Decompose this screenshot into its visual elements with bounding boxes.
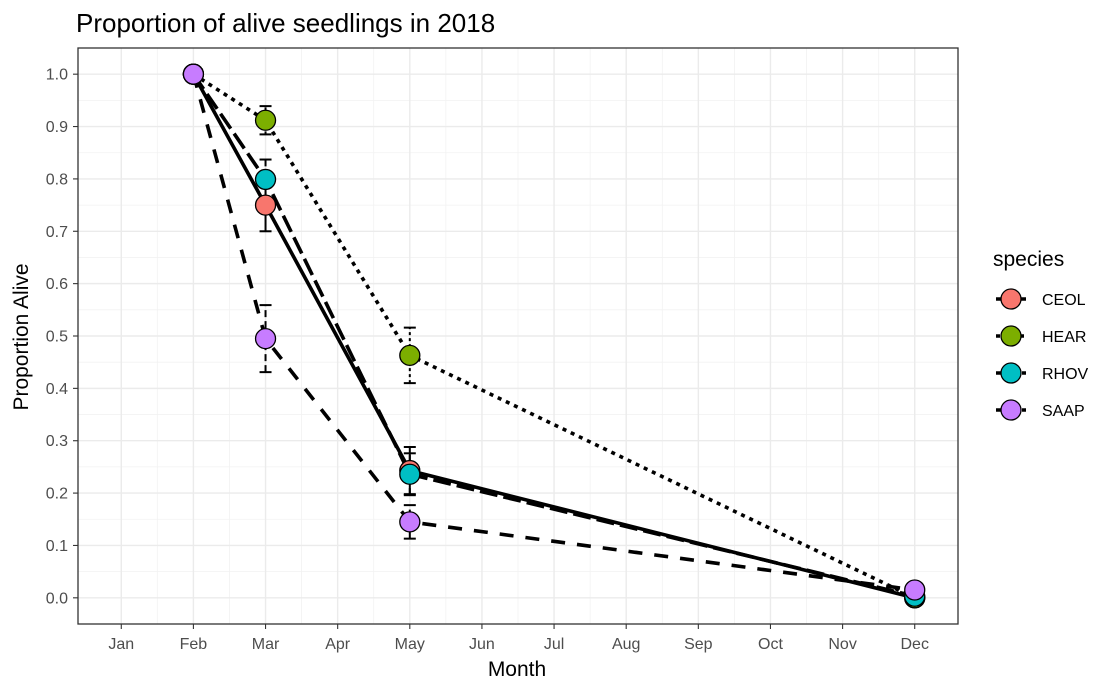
y-tick-label: 0.3 [46,433,68,450]
series-line-rhov [191,73,916,598]
legend-key-point [1000,325,1022,347]
data-points [182,63,926,609]
y-tick-label: 0.2 [46,486,68,503]
series-lines [191,72,916,600]
y-tick-label: 0.8 [46,171,68,188]
legend-key-point [1000,288,1022,310]
x-tick-label: Nov [828,636,856,653]
series-line-hear [192,72,916,600]
x-tick-label: May [395,636,425,653]
legend-key-point [1000,362,1022,384]
data-point-hear [399,344,421,367]
data-point-rhov [399,463,421,485]
x-axis: Jan Feb Mar Apr May Jun Jul Aug Sep Oct Nov Dec [108,624,929,653]
data-point-rhov [254,168,277,191]
x-tick-label: Feb [180,636,208,653]
legend-item-ceol: CEOL [996,288,1086,310]
error-bar-hear [403,326,416,385]
x-tick-label: Mar [252,636,280,653]
data-point-saap [254,327,277,350]
y-tick-label: 0.5 [46,329,68,346]
x-tick-label: Oct [758,636,783,653]
legend-item-rhov: RHOV [996,362,1089,384]
y-tick-label: 0.7 [46,224,68,241]
data-point-saap [182,63,205,85]
series-line-saap [191,73,915,592]
y-tick-label: 0.4 [46,381,68,398]
y-tick-label: 0.0 [46,590,68,607]
legend-title: species [993,248,1064,271]
y-tick-label: 1.0 [46,67,68,84]
x-tick-label: Jul [544,636,564,653]
x-tick-label: Jun [469,636,495,653]
plot-area [77,47,959,625]
legend-item-saap: SAAP [996,399,1085,421]
y-axis-title: Proportion Alive [10,263,33,410]
data-point-saap [399,511,421,533]
data-point-saap [904,579,926,601]
y-axis: 0.0 0.1 0.2 0.3 0.4 0.5 0.6 0.7 0.8 0.9 1.0 [46,67,78,607]
legend-label: CEOL [1042,292,1086,309]
x-tick-label: Apr [325,636,351,653]
x-axis-title: Month [488,658,546,681]
y-tick-label: 0.9 [46,119,68,136]
x-tick-label: Aug [612,636,640,653]
legend-items: CEOL HEAR RHOV SAAP [996,288,1089,421]
x-tick-label: Jan [108,636,134,653]
y-tick-label: 0.1 [46,538,68,555]
data-point-ceol [254,194,277,216]
legend: species CEOL HEAR RHOV SAAP [993,248,1089,421]
x-tick-label: Sep [684,636,713,653]
x-tick-label: Dec [900,636,928,653]
data-point-hear [254,109,277,131]
y-tick-label: 0.6 [46,276,68,293]
series-line-ceol [191,73,916,600]
legend-label: SAAP [1042,403,1085,420]
legend-label: HEAR [1042,329,1086,346]
legend-key-point [1000,399,1022,421]
chart-title: Proportion of alive seedlings in 2018 [76,8,495,38]
legend-label: RHOV [1042,366,1089,383]
legend-item-hear: HEAR [996,325,1086,347]
